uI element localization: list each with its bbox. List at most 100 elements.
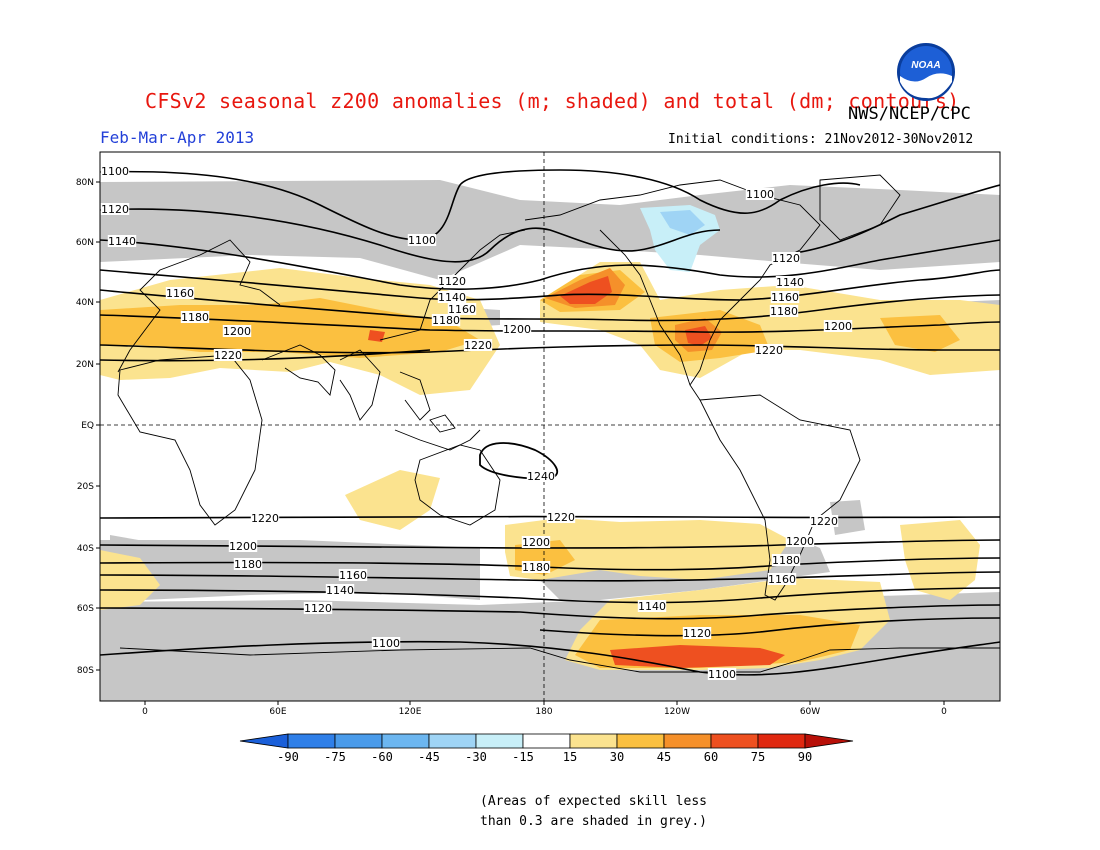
contour-label-north: 1180 — [180, 311, 210, 324]
svg-text:1180: 1180 — [770, 305, 798, 318]
contour-label-south: 1200 — [785, 535, 815, 548]
latitude-label: 60N — [76, 238, 94, 248]
contour-label-north: 1180 — [769, 305, 799, 318]
longitude-label: 0 — [941, 707, 947, 717]
longitude-label: 120W — [664, 707, 690, 717]
contour-label-south: 1180 — [771, 554, 801, 567]
svg-text:1180: 1180 — [522, 561, 550, 574]
svg-text:1220: 1220 — [755, 344, 783, 357]
latitude-label: 20N — [76, 360, 94, 370]
contour-label-north: 1100 — [100, 165, 130, 178]
contour-labels: 1100112011401160118012001220110011201140… — [100, 165, 853, 681]
longitude-label: 60W — [800, 707, 820, 717]
contour-label-south: 1100 — [371, 637, 401, 650]
contour-label-south: 1160 — [767, 573, 797, 586]
contour-label-north: 1160 — [165, 287, 195, 300]
contour-label-south: 1200 — [521, 536, 551, 549]
skill-note: (Areas of expected skill less than 0.3 a… — [480, 792, 707, 832]
map-plot-area: 1100112011401160118012001220110011201140… — [100, 152, 1000, 701]
svg-text:1200: 1200 — [223, 325, 251, 338]
svg-text:1200: 1200 — [503, 323, 531, 336]
latitude-label: EQ — [81, 421, 94, 431]
map-frame — [99, 151, 1001, 702]
colorbar: -90 -75 -60 -45 -30 -15 15 30 45 60 75 90 — [239, 733, 854, 764]
contour-label-south: 1180 — [521, 561, 551, 574]
longitude-label: 120E — [399, 707, 422, 717]
svg-text:1220: 1220 — [464, 339, 492, 352]
colorbar-label: -15 — [512, 750, 534, 764]
colorbar-label: 30 — [610, 750, 624, 764]
colorbar-label: 60 — [704, 750, 718, 764]
svg-text:1160: 1160 — [448, 303, 476, 316]
svg-text:1100: 1100 — [408, 234, 436, 247]
colorbar-label: -30 — [465, 750, 487, 764]
contour-label-tropics: 1240 — [526, 470, 556, 483]
contour-label-north: 1220 — [754, 344, 784, 357]
colorbar-swatch — [475, 733, 524, 749]
contour-label-south: 1160 — [338, 569, 368, 582]
latitude-label: 80S — [77, 666, 94, 676]
contour-label-north: 1220 — [463, 339, 493, 352]
svg-text:1100: 1100 — [708, 668, 736, 681]
svg-text:1140: 1140 — [108, 235, 136, 248]
contour-label-north: 1120 — [437, 275, 467, 288]
longitude-labels: 0 60E 120E 180 120W 60W 0 — [142, 707, 947, 717]
longitude-label: 0 — [142, 707, 148, 717]
latitude-label: 40S — [77, 544, 94, 554]
latitude-label: 20S — [77, 482, 94, 492]
contour-label-south: 1120 — [682, 627, 712, 640]
initial-conditions-label: Initial conditions: 21Nov2012-30Nov2012 — [668, 132, 974, 147]
colorbar-swatch — [569, 733, 618, 749]
contours-south — [100, 515, 1000, 676]
svg-text:1100: 1100 — [746, 188, 774, 201]
svg-text:1160: 1160 — [768, 573, 796, 586]
contours-north — [100, 169, 1000, 362]
latitude-label: 60S — [77, 604, 94, 614]
axis-ticks — [96, 181, 945, 705]
svg-text:1200: 1200 — [786, 535, 814, 548]
svg-text:1100: 1100 — [101, 165, 129, 178]
contour-1240 — [479, 442, 559, 480]
colorbar-left-arrow — [239, 733, 289, 749]
contour-label-north: 1160 — [770, 291, 800, 304]
colorbar-swatch — [428, 733, 477, 749]
svg-text:1160: 1160 — [771, 291, 799, 304]
contour-label-north: 1200 — [222, 325, 252, 338]
colorbar-swatch — [334, 733, 383, 749]
svg-text:1220: 1220 — [810, 515, 838, 528]
svg-text:1200: 1200 — [824, 320, 852, 333]
contour-label-north: 1200 — [502, 323, 532, 336]
contour-label-south: 1200 — [228, 540, 258, 553]
svg-text:1120: 1120 — [438, 275, 466, 288]
contour-label-north: 1220 — [213, 349, 243, 362]
skill-note-line2: than 0.3 are shaded in grey.) — [480, 814, 707, 829]
logo-text: NOAA — [911, 60, 940, 71]
svg-text:1140: 1140 — [776, 276, 804, 289]
colorbar-swatch — [616, 733, 665, 749]
svg-text:1140: 1140 — [438, 291, 466, 304]
noaa-logo-icon: NOAA — [897, 43, 955, 101]
colorbar-swatch — [757, 733, 806, 749]
svg-text:1140: 1140 — [326, 584, 354, 597]
svg-text:1120: 1120 — [304, 602, 332, 615]
colorbar-label: 90 — [798, 750, 812, 764]
contour-label-north: 1140 — [775, 276, 805, 289]
colorbar-swatch — [287, 733, 336, 749]
svg-text:1180: 1180 — [772, 554, 800, 567]
colorbar-label: -60 — [371, 750, 393, 764]
svg-text:1180: 1180 — [234, 558, 262, 571]
contour-label-north: 1100 — [407, 234, 437, 247]
contour-label-south: 1220 — [809, 515, 839, 528]
contour-label-south: 1220 — [250, 512, 280, 525]
svg-text:1220: 1220 — [547, 511, 575, 524]
colorbar-swatch — [522, 733, 571, 749]
svg-text:1220: 1220 — [251, 512, 279, 525]
latitude-labels: 80N 60N 40N 20N EQ 20S 40S 60S 80S — [76, 178, 94, 676]
svg-text:1140: 1140 — [638, 600, 666, 613]
longitude-label: 180 — [535, 707, 552, 717]
colorbar-label: 45 — [657, 750, 671, 764]
contour-label-south: 1220 — [546, 511, 576, 524]
anomaly-45-75 — [368, 268, 785, 668]
longitude-label: 60E — [269, 707, 286, 717]
svg-text:1120: 1120 — [683, 627, 711, 640]
